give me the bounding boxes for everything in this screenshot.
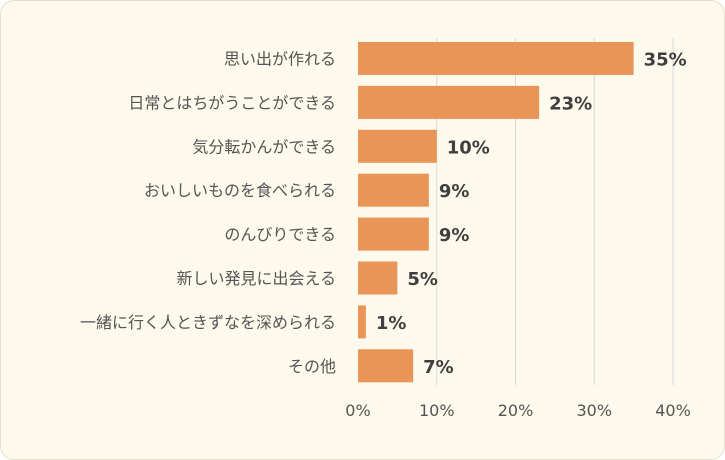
data-label: 10%: [447, 137, 490, 158]
bar-layer: [358, 42, 634, 383]
category-label: おいしいものを食べられる: [144, 181, 336, 200]
bar: [358, 261, 398, 295]
category-label: のんびりできる: [224, 225, 336, 244]
x-tick-label: 10%: [419, 401, 455, 420]
data-label: 35%: [644, 50, 687, 71]
data-label: 23%: [549, 93, 592, 114]
bar: [358, 42, 634, 75]
x-tick-label: 20%: [498, 401, 534, 420]
category-label: 新しい発見に出会える: [176, 269, 336, 288]
data-label: 9%: [439, 181, 470, 202]
label-layer: 0% 10% 20% 30% 40% 思い出が作れる 35% 日常とはちがうことができる 23%…: [80, 50, 691, 421]
bar: [358, 305, 366, 339]
bar: [358, 349, 414, 383]
x-tick-label: 0%: [345, 401, 370, 420]
data-label: 9%: [439, 225, 470, 246]
bar: [358, 173, 429, 207]
category-label: 気分転かんができる: [192, 137, 336, 156]
data-label: 5%: [407, 269, 438, 290]
bar: [358, 129, 437, 163]
category-label: 日常とはちがうことができる: [128, 93, 336, 112]
x-tick-label: 30%: [576, 401, 612, 420]
category-label: その他: [288, 357, 336, 376]
bar: [358, 85, 540, 119]
x-tick-label: 40%: [655, 401, 691, 420]
data-label: 1%: [376, 313, 407, 334]
data-label: 7%: [423, 357, 454, 378]
bar: [358, 217, 429, 251]
category-label: 思い出が作れる: [224, 50, 336, 69]
category-label: 一緒に行く人ときずなを深められる: [80, 313, 336, 332]
